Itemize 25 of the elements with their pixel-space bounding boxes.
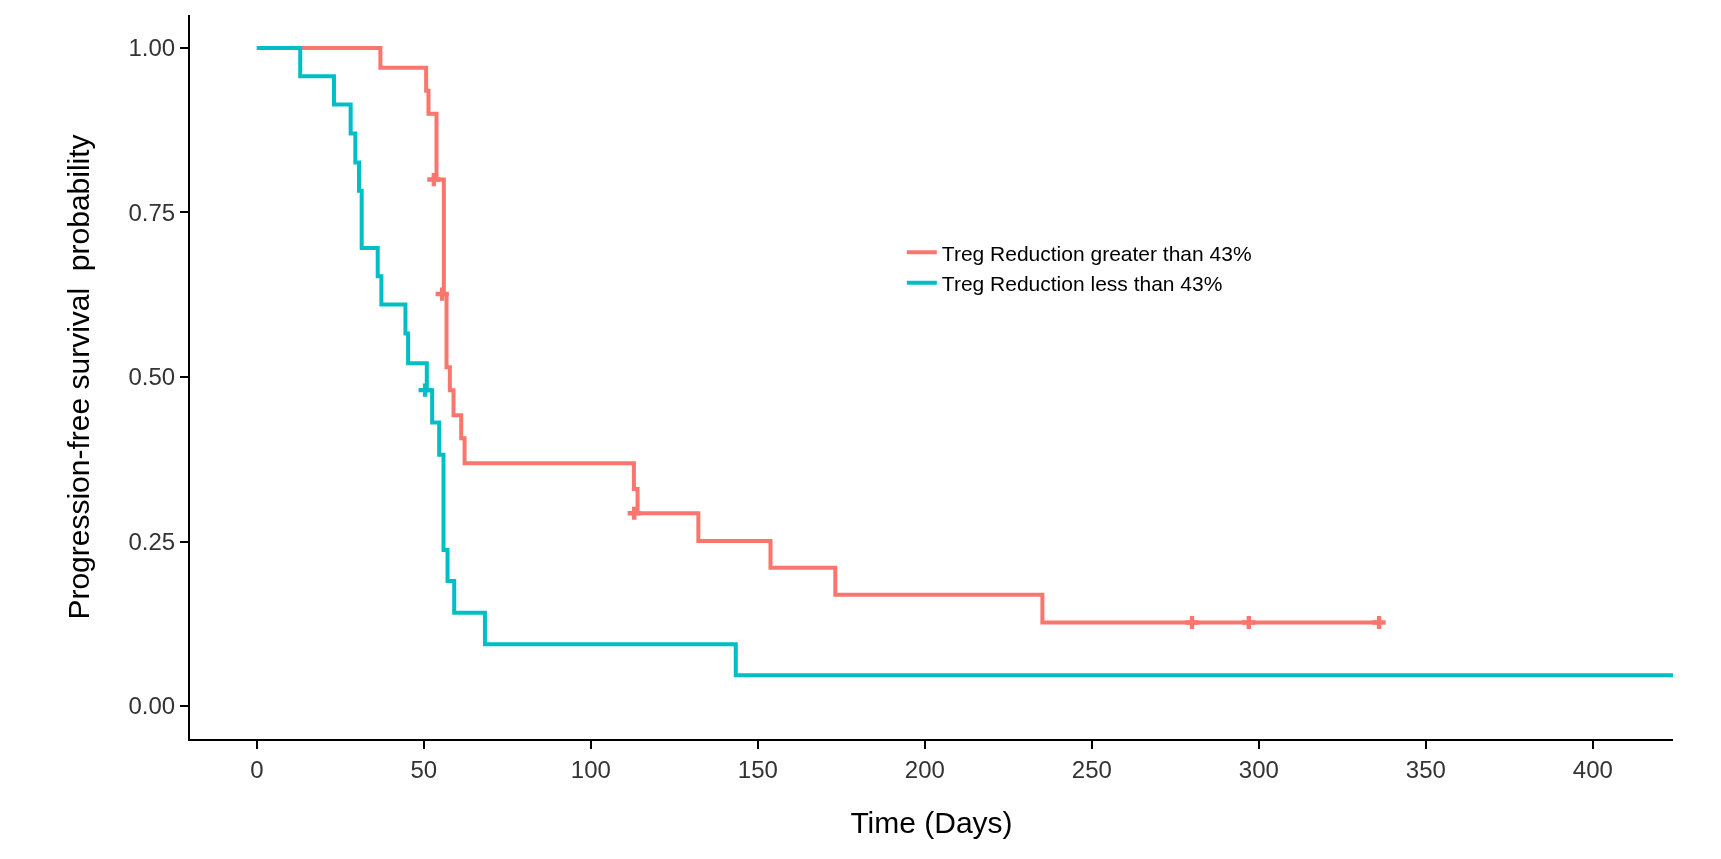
point [435, 287, 449, 301]
x-tick-label: 250 [1071, 755, 1112, 783]
y-axis-title: Progression-free survival probability [61, 134, 95, 620]
x-axis-title: Time (Days) [850, 805, 1013, 839]
legend-label: Treg Reduction less than 43% [941, 271, 1223, 295]
x-tick-label: 50 [410, 755, 438, 783]
legend-label: Treg Reduction greater than 43% [941, 241, 1252, 265]
x-tick-label: 150 [737, 755, 778, 783]
x-tick-label: 350 [1405, 755, 1446, 783]
point [427, 172, 441, 187]
y-tick-label: 0.00 [128, 692, 176, 720]
x-tick-label: 300 [1238, 755, 1279, 783]
point [1242, 615, 1256, 630]
y-tick-label: 0.50 [128, 363, 176, 391]
point [627, 506, 641, 520]
point [1185, 615, 1199, 630]
y-tick-label: 1.00 [128, 34, 176, 62]
y-tick-label: 0.25 [128, 527, 176, 555]
point [418, 383, 432, 397]
y-tick-label: 0.75 [128, 198, 176, 226]
point [1372, 615, 1386, 630]
x-tick-label: 0 [250, 755, 264, 783]
x-tick-label: 100 [570, 755, 611, 783]
x-tick-label: 400 [1572, 755, 1613, 783]
x-tick-label: 200 [904, 755, 945, 783]
